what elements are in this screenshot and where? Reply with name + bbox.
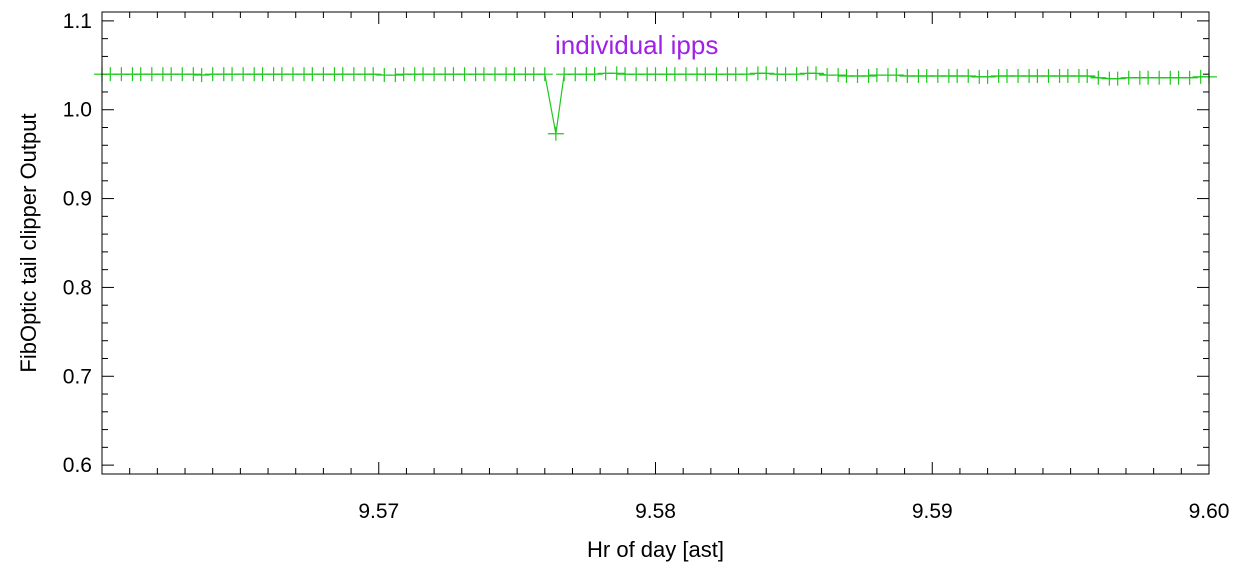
- y-tick-label: 1.0: [63, 99, 92, 122]
- x-tick-label: 9.59: [912, 500, 953, 523]
- data-point: [193, 68, 210, 83]
- y-tick-label: 1.1: [63, 10, 92, 33]
- data-point: [1079, 68, 1096, 83]
- y-axis-title: FibOptic tail clipper Output: [16, 113, 41, 372]
- data-point: [547, 126, 564, 141]
- series-line: [102, 72, 1209, 134]
- data-point: [185, 67, 202, 82]
- data-point: [830, 68, 847, 83]
- y-tick-label: 0.6: [63, 454, 92, 477]
- data-point: [1090, 70, 1107, 85]
- data-point: [960, 68, 977, 83]
- data-point: [586, 67, 603, 82]
- data-point: [758, 66, 775, 81]
- y-tick-label: 0.7: [63, 365, 92, 388]
- data-point: [979, 69, 996, 84]
- data-point: [788, 67, 805, 82]
- data-point: [1109, 71, 1126, 86]
- x-tick-labels: 9.57 9.58 9.59 9.60: [358, 500, 1229, 523]
- y-tick-label: 0.8: [63, 276, 92, 299]
- x-tick-label: 9.58: [635, 500, 676, 523]
- x-tick-label: 9.60: [1189, 500, 1230, 523]
- y-tick-labels: 0.6 0.7 0.8 0.9 1.0 1.1: [63, 10, 92, 477]
- plot-frame: [101, 11, 1210, 475]
- data-point: [608, 66, 625, 81]
- major-ticks: [102, 12, 1210, 474]
- data-point: [808, 66, 825, 81]
- minor-ticks: [102, 12, 1209, 474]
- data-point: [888, 68, 905, 83]
- data-point: [860, 68, 877, 83]
- data-point: [536, 67, 553, 82]
- annotation-label: individual ipps: [555, 30, 718, 60]
- data-point: [365, 67, 382, 82]
- series-layer: [94, 66, 1217, 141]
- x-axis-title: Hr of day [ast]: [587, 537, 724, 562]
- data-point: [387, 68, 404, 83]
- data-point: [738, 67, 755, 82]
- data-point: [1181, 70, 1198, 85]
- x-tick-label: 9.57: [358, 500, 399, 523]
- y-tick-label: 0.9: [63, 188, 92, 211]
